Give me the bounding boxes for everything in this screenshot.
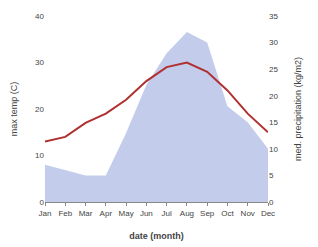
svg-text:Feb: Feb (58, 209, 72, 218)
svg-text:date (month): date (month) (129, 231, 184, 241)
svg-text:Sep: Sep (200, 209, 215, 218)
svg-text:med. precipitation (kg/m2): med. precipitation (kg/m2) (293, 57, 303, 161)
svg-text:30: 30 (35, 58, 44, 67)
svg-text:15: 15 (269, 118, 278, 127)
svg-text:Jan: Jan (39, 209, 52, 218)
svg-text:10: 10 (35, 151, 44, 160)
svg-text:Aug: Aug (180, 209, 194, 218)
svg-text:0: 0 (269, 198, 274, 207)
svg-text:Jun: Jun (140, 209, 153, 218)
svg-text:0: 0 (40, 198, 45, 207)
svg-text:Nov: Nov (241, 209, 255, 218)
svg-text:Jul: Jul (162, 209, 172, 218)
svg-text:10: 10 (269, 145, 278, 154)
svg-text:20: 20 (35, 105, 44, 114)
svg-text:5: 5 (269, 171, 274, 180)
svg-text:20: 20 (269, 92, 278, 101)
svg-text:max temp (C): max temp (C) (9, 82, 19, 137)
svg-text:40: 40 (35, 12, 44, 21)
svg-text:Mar: Mar (79, 209, 93, 218)
svg-text:Apr: Apr (100, 209, 113, 218)
svg-text:May: May (119, 209, 134, 218)
svg-text:35: 35 (269, 12, 278, 21)
svg-text:25: 25 (269, 65, 278, 74)
svg-text:Dec: Dec (261, 209, 275, 218)
svg-text:30: 30 (269, 38, 278, 47)
svg-text:Oct: Oct (221, 209, 234, 218)
